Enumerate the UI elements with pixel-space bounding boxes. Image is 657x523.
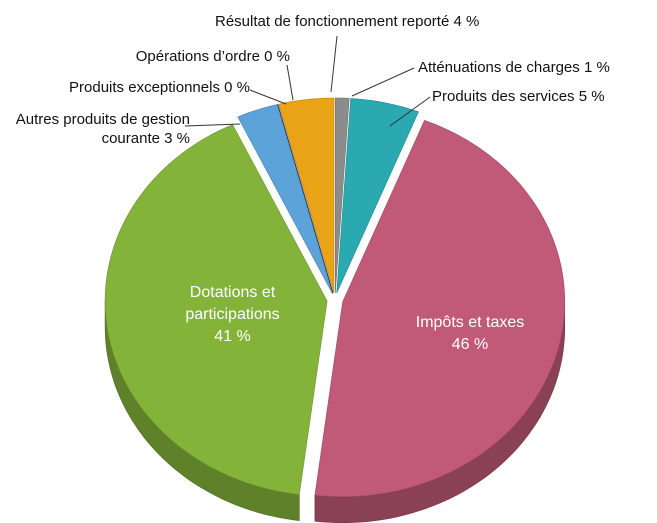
slice xyxy=(314,120,565,497)
slice xyxy=(237,104,333,294)
value-label: 5 % xyxy=(578,88,605,105)
value-label: 4 % xyxy=(453,13,480,30)
slice-label: Autres produits de gestion courante 3 % xyxy=(10,110,190,148)
leader-line xyxy=(286,64,294,101)
category-name: Opérations d’ordre xyxy=(135,48,260,65)
slice-label: Produits des services 5 % xyxy=(432,87,605,106)
category-name: Résultat de fonctionnement reporté xyxy=(215,13,450,30)
slice xyxy=(277,104,334,294)
slice xyxy=(336,98,419,294)
leader-line xyxy=(184,123,241,127)
value-label: 1 % xyxy=(583,59,610,76)
category-name: Produits des services xyxy=(432,88,575,105)
slice-label: Impôts et taxes 46 % xyxy=(395,312,545,356)
slice-label: Produits exceptionnels 0 % xyxy=(69,78,250,97)
leader-line xyxy=(351,67,415,97)
slice-label: Atténuations de charges 1 % xyxy=(418,58,610,77)
slice xyxy=(335,97,350,294)
value-label: 0 % xyxy=(264,48,290,65)
slice xyxy=(104,124,328,495)
leader-line xyxy=(249,89,287,105)
category-name: Produits exceptionnels xyxy=(69,79,220,96)
category-name: Atténuations de charges xyxy=(418,59,580,76)
slice-label: Dotations et participations 41 % xyxy=(160,282,305,348)
pie-tops xyxy=(104,97,565,497)
category-name: Autres produits de gestion courante xyxy=(15,111,190,147)
value-label: 3 % xyxy=(164,130,190,147)
category-name: Impôts et taxes xyxy=(415,314,525,331)
value-label: 0 % xyxy=(224,79,250,96)
value-label: 41 % xyxy=(214,328,251,345)
leader-line xyxy=(330,35,338,93)
slice-label: Opérations d’ordre 0 % xyxy=(136,47,290,66)
category-name: Dotations et participations xyxy=(185,284,280,323)
slice-label: Résultat de fonctionnement reporté 4 % xyxy=(215,12,479,31)
value-label: 46 % xyxy=(451,336,489,353)
leader-line xyxy=(389,96,431,127)
